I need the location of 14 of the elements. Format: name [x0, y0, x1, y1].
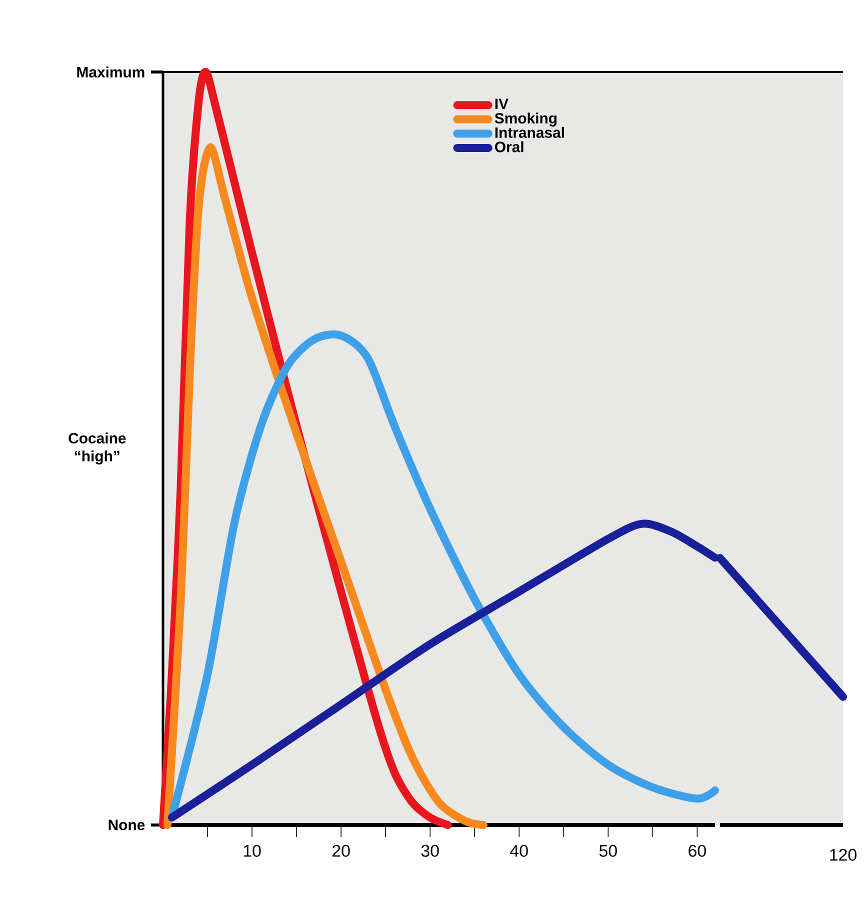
text: Maximum	[77, 66, 144, 78]
text: 120	[830, 848, 856, 861]
legend-label: Intranasal	[495, 126, 564, 138]
x-tick-label: 20	[332, 844, 350, 857]
x-tick-label: 40	[510, 844, 528, 857]
legend-label: IV	[495, 98, 508, 110]
y-axis-title: Cocaine “high”	[68, 432, 126, 464]
x-tick-label: 60	[688, 844, 706, 857]
x-tick-label: 10	[244, 844, 261, 857]
text: None	[108, 820, 145, 830]
legend-label: Oral	[495, 141, 524, 152]
x-tick-label: 50	[599, 844, 617, 857]
legend-label: Smoking	[494, 112, 557, 127]
x-tick-label: 30	[421, 844, 439, 857]
